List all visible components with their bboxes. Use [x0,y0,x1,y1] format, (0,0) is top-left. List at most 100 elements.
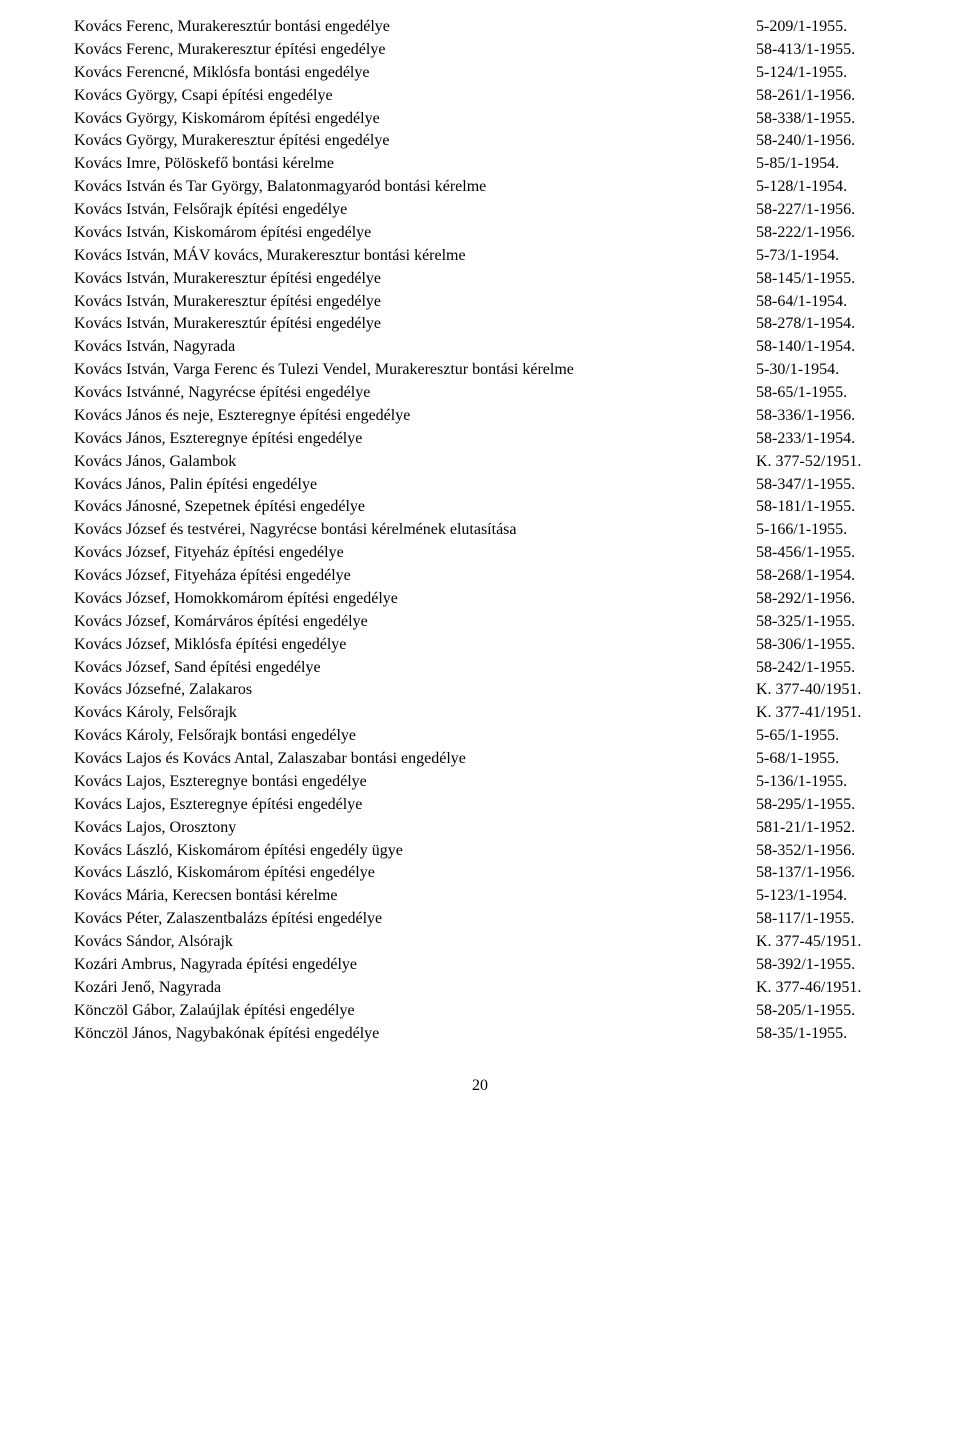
entry-row: Kovács Ferenc, Murakeresztúr bontási eng… [74,16,886,39]
entry-text: Kovács István, Felsőrajk építési engedél… [74,199,756,222]
entry-text: Kovács Sándor, Alsórajk [74,931,756,954]
entry-text: Kovács István és Tar György, Balatonmagy… [74,176,756,199]
entry-row: Kovács Károly, FelsőrajkK. 377-41/1951. [74,702,886,725]
entry-text: Kovács Károly, Felsőrajk [74,702,756,725]
entry-row: Kovács József, Homokkomárom építési enge… [74,588,886,611]
entry-row: Kovács Péter, Zalaszentbalázs építési en… [74,908,886,931]
entry-text: Kovács József, Homokkomárom építési enge… [74,588,756,611]
entry-code: 58-240/1-1956. [756,130,886,153]
entry-row: Kovács István, Murakeresztúr építési eng… [74,313,886,336]
entry-text: Kovács Ferenc, Murakeresztur építési eng… [74,39,756,62]
entry-row: Kovács Lajos, Eszteregnye építési engedé… [74,794,886,817]
entry-row: Kovács Károly, Felsőrajk bontási engedél… [74,725,886,748]
entry-code: 5-65/1-1955. [756,725,886,748]
entry-code: 58-35/1-1955. [756,1023,886,1046]
entry-row: Kovács József és testvérei, Nagyrécse bo… [74,519,886,542]
entry-text: Kovács Lajos és Kovács Antal, Zalaszabar… [74,748,756,771]
entry-row: Kovács István, Murakeresztur építési eng… [74,268,886,291]
entry-code: 5-30/1-1954. [756,359,886,382]
entry-code: 581-21/1-1952. [756,817,886,840]
entry-code: 58-278/1-1954. [756,313,886,336]
entry-text: Kovács János, Eszteregnye építési engedé… [74,428,756,451]
entry-row: Kovács István, MÁV kovács, Murakeresztur… [74,245,886,268]
entry-text: Kovács Lajos, Orosztony [74,817,756,840]
entry-row: Könczöl János, Nagybakónak építési enged… [74,1023,886,1046]
entry-row: Kovács István, Felsőrajk építési engedél… [74,199,886,222]
entry-row: Kovács Lajos és Kovács Antal, Zalaszabar… [74,748,886,771]
entry-code: 58-325/1-1955. [756,611,886,634]
entry-code: 58-233/1-1954. [756,428,886,451]
entry-row: Kovács Ferenc, Murakeresztur építési eng… [74,39,886,62]
entry-text: Könczöl Gábor, Zalaújlak építési engedél… [74,1000,756,1023]
entry-text: Kovács István, Varga Ferenc és Tulezi Ve… [74,359,756,382]
entry-text: Kovács József, Komárváros építési engedé… [74,611,756,634]
entry-row: Kovács György, Murakeresztur építési eng… [74,130,886,153]
entry-row: Kovács István, Nagyrada58-140/1-1954. [74,336,886,359]
entry-code: 5-123/1-1954. [756,885,886,908]
entry-row: Kovács László, Kiskomárom építési engedé… [74,840,886,863]
entry-row: Kovács János, Eszteregnye építési engedé… [74,428,886,451]
entry-code: 58-222/1-1956. [756,222,886,245]
entry-row: Kozári Jenő, NagyradaK. 377-46/1951. [74,977,886,1000]
entry-row: Kovács Lajos, Eszteregnye bontási engedé… [74,771,886,794]
entry-code: 58-392/1-1955. [756,954,886,977]
entry-text: Kovács József, Sand építési engedélye [74,657,756,680]
entry-row: Kovács István és Tar György, Balatonmagy… [74,176,886,199]
entry-row: Kovács György, Csapi építési engedélye58… [74,85,886,108]
entry-row: Kovács Józsefné, ZalakarosK. 377-40/1951… [74,679,886,702]
entry-code: 58-145/1-1955. [756,268,886,291]
entry-code: 58-227/1-1956. [756,199,886,222]
entry-code: 5-68/1-1955. [756,748,886,771]
entry-row: Kovács István, Kiskomárom építési engedé… [74,222,886,245]
entry-row: Kovács János és neje, Eszteregnye építés… [74,405,886,428]
entry-row: Kovács István, Murakeresztur építési eng… [74,291,886,314]
entry-code: 58-336/1-1956. [756,405,886,428]
entry-row: Kovács Mária, Kerecsen bontási kérelme5-… [74,885,886,908]
entry-text: Kovács József, Miklósfa építési engedély… [74,634,756,657]
entry-text: Kovács János, Galambok [74,451,756,474]
entry-code: 58-261/1-1956. [756,85,886,108]
entry-row: Kovács József, Fityeháza építési engedél… [74,565,886,588]
entry-list: Kovács Ferenc, Murakeresztúr bontási eng… [74,16,886,1045]
entry-code: 58-338/1-1955. [756,108,886,131]
entry-text: Kovács Imre, Pölöskefő bontási kérelme [74,153,756,176]
entry-text: Kovács István, Murakeresztur építési eng… [74,291,756,314]
entry-code: K. 377-45/1951. [756,931,886,954]
entry-row: Kovács József, Fityeház építési engedély… [74,542,886,565]
entry-code: K. 377-52/1951. [756,451,886,474]
entry-code: 5-124/1-1955. [756,62,886,85]
entry-code: 5-166/1-1955. [756,519,886,542]
entry-row: Kovács János, GalambokK. 377-52/1951. [74,451,886,474]
entry-text: Kovács István, Kiskomárom építési engedé… [74,222,756,245]
entry-row: Kozári Ambrus, Nagyrada építési engedély… [74,954,886,977]
entry-text: Kovács János, Palin építési engedélye [74,474,756,497]
entry-code: 58-205/1-1955. [756,1000,886,1023]
entry-text: Kovács Mária, Kerecsen bontási kérelme [74,885,756,908]
entry-row: Kovács Istvánné, Nagyrécse építési enged… [74,382,886,405]
entry-code: 58-140/1-1954. [756,336,886,359]
entry-text: Kovács Ferenc, Murakeresztúr bontási eng… [74,16,756,39]
entry-row: Kovács György, Kiskomárom építési engedé… [74,108,886,131]
entry-text: Kovács István, Murakeresztur építési eng… [74,268,756,291]
document-page: Kovács Ferenc, Murakeresztúr bontási eng… [0,0,960,1135]
entry-text: Kozári Jenő, Nagyrada [74,977,756,1000]
entry-row: Kovács Imre, Pölöskefő bontási kérelme5-… [74,153,886,176]
page-number: 20 [74,1077,886,1095]
entry-code: 5-136/1-1955. [756,771,886,794]
entry-text: Kovács Istvánné, Nagyrécse építési enged… [74,382,756,405]
entry-text: Kovács János és neje, Eszteregnye építés… [74,405,756,428]
entry-text: Kovács József, Fityeház építési engedély… [74,542,756,565]
entry-text: Könczöl János, Nagybakónak építési enged… [74,1023,756,1046]
entry-row: Kovács Ferencné, Miklósfa bontási engedé… [74,62,886,85]
entry-text: Kovács György, Csapi építési engedélye [74,85,756,108]
entry-row: Kovács László, Kiskomárom építési engedé… [74,862,886,885]
entry-row: Kovács József, Sand építési engedélye58-… [74,657,886,680]
entry-text: Kovács László, Kiskomárom építési engedé… [74,862,756,885]
entry-text: Kovács Józsefné, Zalakaros [74,679,756,702]
entry-code: K. 377-46/1951. [756,977,886,1000]
entry-code: 5-73/1-1954. [756,245,886,268]
entry-code: 58-352/1-1956. [756,840,886,863]
entry-code: 58-117/1-1955. [756,908,886,931]
entry-text: Kovács József, Fityeháza építési engedél… [74,565,756,588]
entry-row: Kovács János, Palin építési engedélye58-… [74,474,886,497]
